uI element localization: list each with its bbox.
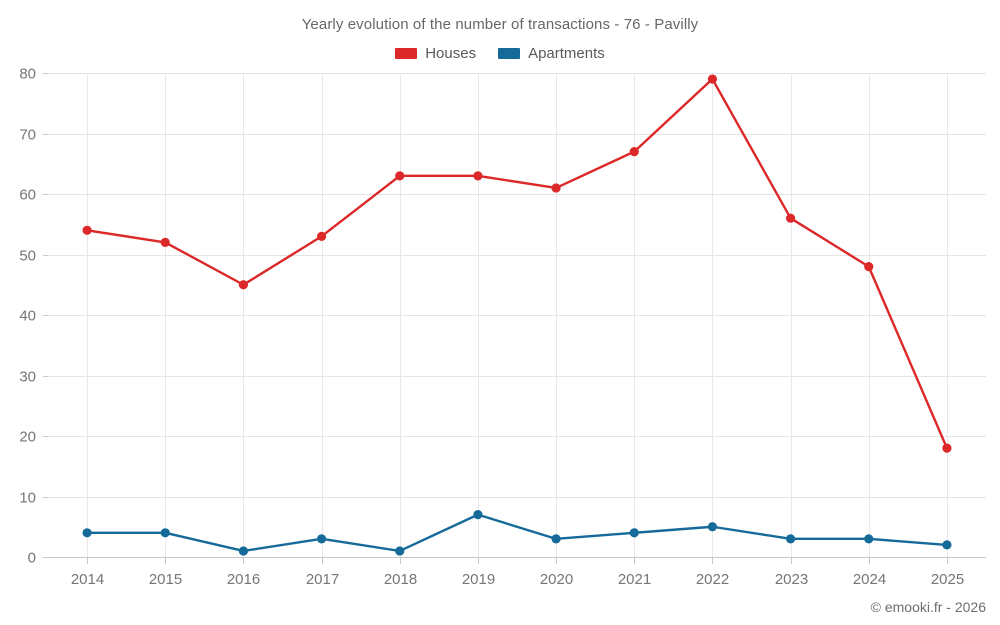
data-point-apartments-2019[interactable] bbox=[473, 510, 483, 520]
footer-credit: © emooki.fr - 2026 bbox=[870, 599, 986, 615]
x-axis-tick-label: 2015 bbox=[149, 571, 182, 588]
data-point-houses-2025[interactable] bbox=[942, 443, 952, 453]
data-point-houses-2024[interactable] bbox=[864, 262, 874, 272]
data-point-houses-2018[interactable] bbox=[395, 171, 405, 181]
legend-item-apartments[interactable]: Apartments bbox=[498, 45, 605, 62]
data-point-apartments-2015[interactable] bbox=[160, 528, 170, 538]
x-axis-tick-label: 2019 bbox=[462, 571, 495, 588]
x-axis-tick-label: 2023 bbox=[775, 571, 808, 588]
legend-label-apartments: Apartments bbox=[528, 45, 605, 62]
data-point-apartments-2025[interactable] bbox=[942, 540, 952, 550]
x-axis-tick-label: 2014 bbox=[71, 571, 104, 588]
data-point-houses-2020[interactable] bbox=[551, 183, 561, 193]
data-point-houses-2015[interactable] bbox=[160, 237, 170, 247]
data-point-houses-2017[interactable] bbox=[316, 231, 327, 241]
y-axis-tick-label: 50 bbox=[19, 248, 36, 265]
chart-title: Yearly evolution of the number of transa… bbox=[301, 16, 699, 33]
data-point-houses-2023[interactable] bbox=[785, 213, 796, 223]
x-axis-tick-label: 2024 bbox=[853, 571, 886, 588]
data-point-houses-2019[interactable] bbox=[473, 171, 483, 181]
y-axis-tick-label: 80 bbox=[19, 66, 36, 83]
data-point-apartments-2014[interactable] bbox=[82, 528, 92, 538]
x-axis-tick-label: 2025 bbox=[931, 571, 964, 588]
data-point-houses-2022[interactable] bbox=[707, 74, 718, 84]
chart-legend: Houses Apartments bbox=[0, 45, 1000, 62]
x-axis-tick-label: 2018 bbox=[384, 571, 417, 588]
y-axis-tick-label: 20 bbox=[19, 429, 36, 446]
data-point-houses-2021[interactable] bbox=[629, 147, 639, 157]
y-axis-tick-label: 60 bbox=[19, 187, 36, 204]
x-axis-tick-label: 2016 bbox=[227, 571, 260, 588]
data-point-apartments-2016[interactable] bbox=[238, 546, 249, 556]
data-point-apartments-2022[interactable] bbox=[707, 522, 718, 532]
series-line-houses bbox=[85, 77, 949, 450]
y-axis-tick-label: 10 bbox=[19, 490, 36, 507]
y-axis-tick-label: 0 bbox=[28, 550, 36, 567]
y-axis-tick-label: 40 bbox=[19, 308, 36, 325]
data-point-apartments-2024[interactable] bbox=[864, 534, 874, 544]
series-line-apartments bbox=[85, 513, 949, 553]
x-axis-tick-label: 2022 bbox=[696, 571, 729, 588]
data-point-apartments-2021[interactable] bbox=[629, 528, 639, 538]
x-axis-tick-label: 2021 bbox=[618, 571, 651, 588]
legend-swatch-houses bbox=[395, 48, 418, 59]
legend-item-houses[interactable]: Houses bbox=[395, 45, 476, 62]
data-point-apartments-2023[interactable] bbox=[785, 534, 796, 544]
data-point-apartments-2020[interactable] bbox=[551, 534, 561, 544]
legend-swatch-apartments bbox=[498, 48, 521, 59]
y-axis-tick-label: 30 bbox=[19, 369, 36, 386]
data-point-apartments-2018[interactable] bbox=[395, 546, 405, 556]
x-axis-tick-label: 2017 bbox=[306, 571, 339, 588]
data-point-houses-2014[interactable] bbox=[82, 225, 92, 235]
legend-label-houses: Houses bbox=[425, 45, 477, 62]
x-axis-tick-label: 2020 bbox=[540, 571, 573, 588]
data-point-apartments-2017[interactable] bbox=[316, 534, 327, 544]
y-axis-tick-label: 70 bbox=[19, 127, 36, 144]
data-point-houses-2016[interactable] bbox=[238, 280, 249, 290]
